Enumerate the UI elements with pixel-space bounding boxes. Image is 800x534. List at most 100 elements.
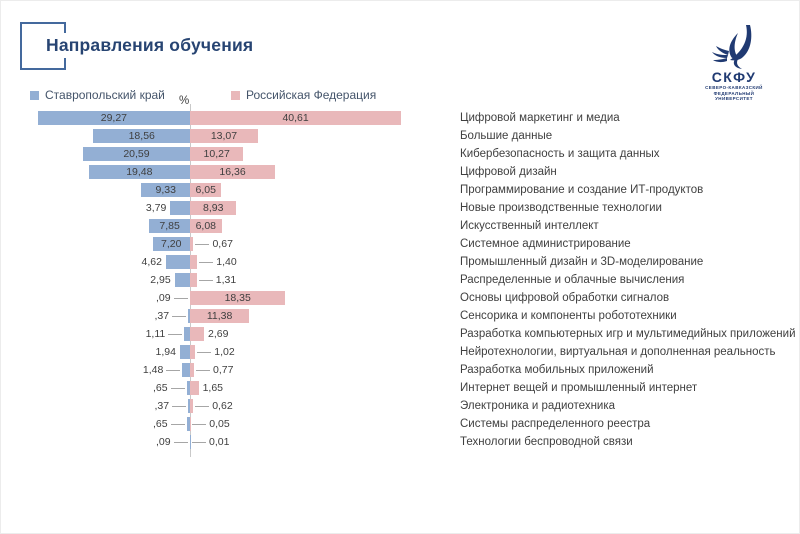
- right-value-label: 2,69: [207, 328, 229, 340]
- left-bar: [82, 147, 190, 161]
- right-leader-line: [197, 352, 212, 353]
- left-leader-line: [172, 316, 187, 317]
- chart-row: 2,95 1,31 Распределенные и облачные вычи…: [0, 271, 800, 289]
- right-value-label: 16,36: [219, 166, 246, 178]
- chart-row: ,37 11,38 Сенсорика и компоненты роботот…: [0, 307, 800, 325]
- right-leader-line: [199, 262, 214, 263]
- category-label: Системы распределенного реестра: [460, 418, 651, 430]
- left-value-label: 20,59: [123, 148, 150, 160]
- category-label: Нейротехнологии, виртуальная и дополненн…: [460, 346, 776, 358]
- left-value-label: 19,48: [126, 166, 153, 178]
- left-bar: [188, 309, 190, 323]
- left-value-label: 1,94: [155, 346, 176, 358]
- right-leader-line: [192, 424, 207, 425]
- left-bar: [170, 201, 190, 215]
- chart-row: ,37 0,62 Электроника и радиотехника: [0, 397, 800, 415]
- legend-item-stavropol: Ставропольский край: [30, 88, 165, 102]
- right-bar: [190, 201, 237, 215]
- chart-row: 18,56 13,07 Большие данные: [0, 127, 800, 145]
- left-value-label: ,65: [153, 382, 168, 394]
- right-value-label: 0,01: [209, 436, 230, 448]
- legend-swatch-blue: [30, 90, 39, 100]
- legend-label: Ставропольский край: [45, 88, 165, 102]
- left-bar: [186, 417, 190, 431]
- left-value-label: 3,79: [145, 202, 167, 214]
- right-bar: [190, 273, 197, 287]
- chart-row: 4,62 1,40 Промышленный дизайн и 3D-модел…: [0, 253, 800, 271]
- right-bar: [190, 309, 250, 323]
- left-value-label: 2,95: [150, 274, 171, 286]
- logo-subtitle-line3: УНИВЕРСИТЕТ: [715, 96, 753, 101]
- right-value-label: 6,08: [195, 220, 217, 232]
- left-leader-line: [170, 388, 185, 389]
- right-bar: [190, 237, 194, 251]
- right-leader-line: [195, 244, 210, 245]
- legend-item-russia: Российская Федерация: [231, 88, 376, 102]
- right-bar: [190, 147, 244, 161]
- right-bar: [190, 363, 194, 377]
- left-bar: [184, 327, 190, 341]
- axis-unit-label: %: [179, 95, 190, 107]
- category-label: Сенсорика и компоненты робототехники: [460, 310, 677, 322]
- right-bar: [190, 381, 199, 395]
- left-bar: [149, 219, 190, 233]
- right-value-label: 11,38: [206, 310, 233, 322]
- right-value-label: 13,07: [210, 130, 238, 142]
- right-value-label: 1,31: [215, 274, 237, 286]
- right-value-label: 1,65: [202, 382, 224, 394]
- left-bar: [37, 111, 190, 125]
- right-leader-line: [192, 442, 207, 443]
- eagle-bird-icon: [697, 24, 771, 70]
- left-value-label: 1,11: [145, 328, 166, 340]
- right-value-label: 40,61: [282, 112, 309, 124]
- left-leader-line: [173, 298, 188, 299]
- category-label: Искусственный интеллект: [460, 220, 599, 232]
- chart-row: ,09 0,01 Технологии беспроводной связи: [0, 433, 800, 451]
- left-leader-line: [172, 406, 187, 407]
- left-bar: [165, 255, 190, 269]
- left-bar: [93, 129, 190, 143]
- category-label: Большие данные: [460, 130, 553, 142]
- right-value-label: 0,62: [212, 400, 233, 412]
- left-bar: [141, 183, 190, 197]
- left-value-label: ,09: [155, 292, 171, 304]
- chart-rows: 29,27 40,61 Цифровой маркетинг и медиа 1…: [0, 109, 800, 451]
- category-label: Программирование и создание ИТ-продуктов: [460, 184, 704, 196]
- left-value-label: 1,48: [142, 364, 164, 376]
- category-label: Системное администрирование: [460, 238, 631, 250]
- left-value-label: ,65: [153, 418, 168, 430]
- chart-row: 7,85 6,08 Искусственный интеллект: [0, 217, 800, 235]
- logo-subtitle-line2: ФЕДЕРАЛЬНЫЙ: [713, 90, 755, 96]
- category-label: Цифровой дизайн: [460, 166, 557, 178]
- left-value-label: 29,27: [100, 112, 128, 124]
- left-value-label: 9,33: [155, 184, 176, 196]
- right-value-label: 6,05: [195, 184, 216, 196]
- left-bar: [152, 237, 190, 251]
- legend-label: Российская Федерация: [246, 88, 377, 102]
- left-bar: [182, 363, 190, 377]
- chart-row: 29,27 40,61 Цифровой маркетинг и медиа: [0, 109, 800, 127]
- right-bar: [190, 255, 198, 269]
- left-bar: [174, 273, 190, 287]
- right-bar: [190, 165, 276, 179]
- category-label: Кибербезопасность и защита данных: [460, 148, 660, 160]
- right-leader-line: [196, 370, 210, 371]
- category-label: Промышленный дизайн и 3D-моделирование: [460, 256, 704, 268]
- category-label: Электроника и радиотехника: [460, 400, 616, 412]
- left-bar: [188, 399, 190, 413]
- right-bar: [190, 291, 286, 305]
- category-label: Разработка мобильных приложений: [460, 364, 654, 376]
- right-value-label: 18,35: [224, 292, 251, 304]
- left-bar: [88, 165, 190, 179]
- left-bar: [179, 345, 190, 359]
- right-bar: [190, 111, 402, 125]
- category-label: Технологии беспроводной связи: [460, 436, 633, 448]
- chart-row: 7,20 0,67 Системное администрирование: [0, 235, 800, 253]
- chart-row: 19,48 16,36 Цифровой дизайн: [0, 163, 800, 181]
- right-bar: [190, 399, 194, 413]
- chart-row: ,65 0,05 Системы распределенного реестра: [0, 415, 800, 433]
- right-value-label: 0,77: [213, 364, 234, 376]
- left-value-label: ,37: [154, 310, 170, 322]
- right-leader-line: [198, 280, 213, 281]
